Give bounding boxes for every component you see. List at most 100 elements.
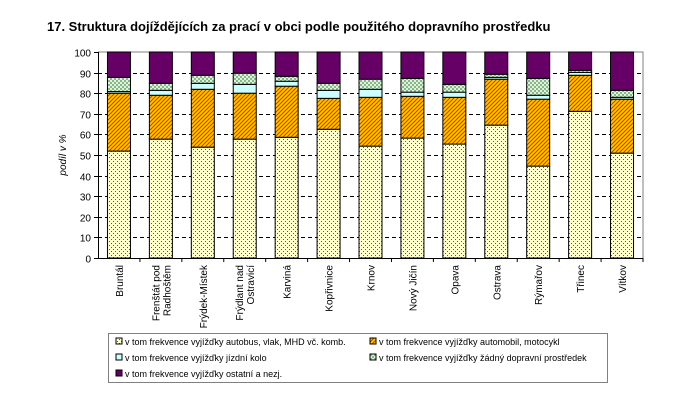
- bar-segment-1: [232, 138, 257, 259]
- bar-segment-3: [358, 88, 383, 98]
- bar-segment-4: [526, 77, 551, 96]
- bar-segment-4: [610, 89, 635, 98]
- y-tick-label: 10: [80, 234, 92, 245]
- legend-box: [108, 333, 608, 383]
- x-tick-label-line: Opava: [450, 265, 461, 295]
- legend: v tom frekvence vyjížďky autobus, vlak, …: [108, 333, 608, 383]
- bar-segment-2: [148, 94, 173, 140]
- bar-segment-5: [484, 51, 509, 75]
- y-tick-label: 70: [80, 111, 92, 122]
- x-tick-label-line: Bruntál: [115, 265, 126, 297]
- bar-segment-5: [190, 51, 215, 76]
- x-tick-label: Krnov: [367, 265, 378, 291]
- bar-segment-5: [148, 51, 173, 84]
- bar-segment-2: [568, 74, 593, 112]
- legend-label-1: v tom frekvence vyjížďky autobus, vlak, …: [125, 337, 346, 347]
- y-tick-label: 0: [85, 255, 91, 266]
- legend-swatch-3: [115, 353, 123, 361]
- bar-segment-2: [190, 88, 215, 148]
- bar-segment-2: [274, 85, 299, 138]
- y-tick-label: 30: [80, 193, 92, 204]
- bar-segment-1: [316, 128, 341, 259]
- x-tick-label-line: Třinec: [576, 265, 587, 293]
- bar-segment-5: [358, 51, 383, 80]
- x-tick-label-line: Krnov: [367, 265, 378, 291]
- bar-segment-5: [568, 51, 593, 71]
- bar-segment-2: [316, 97, 341, 130]
- y-tick-label: 40: [80, 173, 92, 184]
- y-tick-label: 80: [80, 90, 92, 101]
- bar-segment-5: [400, 51, 425, 79]
- bar-segment-2: [358, 96, 383, 147]
- bar-segment-2: [526, 98, 551, 167]
- x-tick-label-line: Ostravicí: [246, 265, 257, 305]
- bar-segment-2: [106, 92, 131, 152]
- y-tick-label: 100: [74, 49, 91, 60]
- legend-swatch-2: [369, 337, 377, 345]
- x-tick-label: Třinec: [576, 265, 587, 293]
- bar-segment-1: [274, 136, 299, 259]
- bar-segment-4: [442, 83, 467, 93]
- x-tick-label: Karviná: [283, 265, 294, 299]
- y-tick-label: 20: [80, 214, 92, 225]
- x-tick-label: Nový Jičín: [408, 265, 419, 311]
- bar-segment-1: [442, 143, 467, 259]
- bar-segment-5: [526, 51, 551, 79]
- bar-segment-4: [190, 74, 215, 84]
- bar-segment-1: [526, 165, 551, 259]
- bar-segment-5: [106, 51, 131, 78]
- bar-segment-2: [610, 98, 635, 154]
- legend-label-2: v tom frekvence vyjížďky automobil, moto…: [379, 337, 560, 347]
- x-tick-label: Rýmařov: [534, 265, 545, 305]
- bar-segment-1: [358, 145, 383, 259]
- y-tick-label: 60: [80, 131, 92, 142]
- bar-segment-2: [442, 96, 467, 145]
- bar-segment-1: [484, 124, 509, 259]
- bar-segment-4: [232, 72, 257, 85]
- bar-segment-2: [484, 78, 509, 126]
- bar-segment-4: [400, 77, 425, 93]
- x-tick-label-line: Ostrava: [492, 265, 503, 300]
- x-tick-label-line: Radhoštěm: [162, 265, 173, 316]
- x-tick-label-line: Karviná: [283, 265, 294, 299]
- x-tick-label-line: Frenštát pod: [151, 265, 162, 321]
- x-tick-label-line: Rýmařov: [534, 265, 545, 305]
- chart-title: 17. Struktura dojíždějících za prací v o…: [47, 19, 551, 34]
- x-tick-label: Frenštát pod Radhoštěm: [151, 265, 173, 321]
- legend-swatch-5: [115, 369, 123, 377]
- legend-swatch-4: [369, 353, 377, 361]
- bar-segment-3: [148, 89, 173, 96]
- bar-segment-3: [274, 80, 299, 87]
- x-tick-label: Frýdlant nad Ostravicí: [235, 265, 257, 321]
- legend-label-4: v tom frekvence vyjížďky žádný dopravní …: [379, 353, 587, 363]
- x-tick-label-line: Vítkov: [618, 265, 629, 293]
- bar-segment-5: [316, 51, 341, 84]
- bar-segment-3: [316, 89, 341, 99]
- bar-segment-3: [232, 83, 257, 94]
- x-tick-label: Bruntál: [115, 265, 126, 297]
- x-tick-label-line: Nový Jičín: [408, 265, 419, 311]
- x-tick-label: Frýdek-Místek: [199, 264, 210, 328]
- bar-segment-5: [442, 51, 467, 85]
- bar-segment-1: [400, 137, 425, 259]
- y-axis-label: podíl v %: [58, 134, 69, 176]
- bar-segment-4: [316, 82, 341, 91]
- y-tick-label: 50: [80, 152, 92, 163]
- y-tick-label: 90: [80, 70, 92, 81]
- legend-label-5: v tom frekvence vyjížďky ostatní a nezj.: [125, 369, 282, 379]
- bar-segment-3: [190, 82, 215, 90]
- bar-segment-3: [526, 94, 551, 100]
- bar-segment-4: [148, 82, 173, 91]
- x-tick-label-line: Frýdlant nad: [235, 265, 246, 321]
- bar-segment-1: [568, 110, 593, 259]
- x-tick-label: Vítkov: [618, 265, 629, 293]
- bar-segment-4: [106, 76, 131, 93]
- bar-segment-1: [148, 138, 173, 259]
- bar-segment-2: [232, 92, 257, 140]
- bar-segment-4: [274, 75, 299, 82]
- x-tick-label: Ostrava: [492, 265, 503, 300]
- legend-swatch-1: [115, 337, 123, 345]
- bar-segment-3: [442, 91, 467, 98]
- x-tick-label: Opava: [450, 265, 461, 295]
